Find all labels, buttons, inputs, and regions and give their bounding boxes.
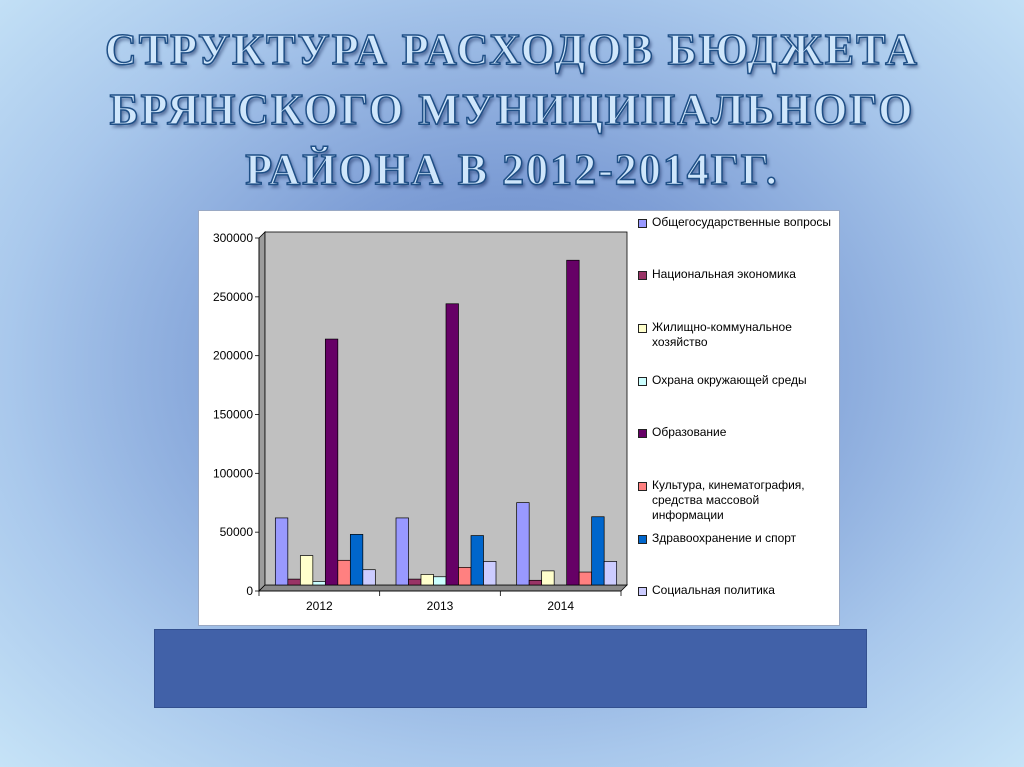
y-tick-label: 100000	[213, 466, 253, 480]
bar	[362, 569, 376, 586]
legend-label: Образование	[652, 425, 727, 439]
legend-swatch	[638, 324, 647, 333]
title-line-3: РАЙОНА В 2012-2014ГГ.	[245, 144, 779, 195]
bar	[541, 570, 555, 586]
slide-title: СТРУКТУРА РАСХОДОВ БЮДЖЕТА БРЯНСКОГО МУН…	[0, 20, 1024, 200]
y-tick-label: 150000	[213, 408, 253, 422]
bar	[349, 534, 364, 586]
legend-item: Социальная политика	[638, 583, 834, 598]
legend-item: Культура, кинематография, средства массо…	[638, 478, 834, 523]
y-tick-label: 200000	[213, 349, 253, 363]
bar	[312, 581, 326, 586]
side-wall	[258, 231, 266, 592]
legend-label: Культура, кинематография, средства массо…	[652, 478, 805, 522]
bar	[528, 579, 543, 586]
bar	[458, 567, 472, 586]
legend-item: Здравоохранение и спорт	[638, 531, 834, 546]
legend-item: Образование	[638, 425, 834, 440]
bar	[470, 535, 484, 586]
legend-swatch	[638, 587, 647, 596]
legend-label: Общегосударственные вопросы	[652, 215, 832, 229]
x-tick-label: 2013	[427, 599, 454, 613]
legend-label: Охрана окружающей среды	[652, 373, 807, 387]
y-tick-label: 50000	[220, 525, 254, 539]
bar	[420, 574, 434, 586]
bar	[445, 303, 459, 586]
legend-item: Охрана окружающей среды	[638, 373, 834, 388]
bar	[324, 338, 339, 586]
bar	[566, 259, 580, 586]
footer-box	[154, 629, 867, 708]
chart-panel: 0 50000 100000 150000 200000 250000 300000 2012…	[198, 210, 840, 626]
bar	[591, 516, 605, 586]
bar	[433, 576, 447, 586]
bar	[408, 578, 422, 586]
bar	[287, 578, 301, 586]
legend-label: Социальная политика	[652, 583, 775, 597]
title-line-1: СТРУКТУРА РАСХОДОВ БЮДЖЕТА	[104, 24, 920, 75]
legend-swatch	[638, 219, 647, 228]
legend-item: Жилищно-коммунальное хозяйство	[638, 320, 834, 350]
legend-swatch	[638, 271, 647, 280]
legend-swatch	[638, 535, 647, 544]
bar	[274, 517, 289, 586]
bar	[337, 559, 351, 586]
legend-swatch	[638, 482, 647, 491]
bar	[299, 555, 314, 586]
title-line-2: БРЯНСКОГО МУНИЦИПАЛЬНОГО	[109, 84, 915, 135]
legend-swatch	[638, 429, 647, 438]
legend-label: Национальная экономика	[652, 267, 796, 281]
y-tick-label: 300000	[213, 231, 253, 245]
bar	[578, 571, 593, 586]
floor	[258, 584, 628, 592]
y-tick-label: 0	[246, 584, 253, 598]
bar	[483, 561, 497, 586]
x-tick-label: 2014	[547, 599, 574, 613]
bar	[603, 561, 618, 586]
legend-label: Здравоохранение и спорт	[652, 531, 797, 545]
bar	[516, 502, 530, 586]
bar	[395, 517, 409, 586]
legend-item: Общегосударственные вопросы	[638, 215, 834, 230]
x-tick-label: 2012	[306, 599, 333, 613]
legend-item: Национальная экономика	[638, 267, 834, 282]
legend-swatch	[638, 377, 647, 386]
y-tick-label: 250000	[213, 290, 253, 304]
legend-label: Жилищно-коммунальное хозяйство	[652, 320, 792, 349]
bar-chart: 0 50000 100000 150000 200000 250000 300000 2012…	[213, 231, 628, 613]
